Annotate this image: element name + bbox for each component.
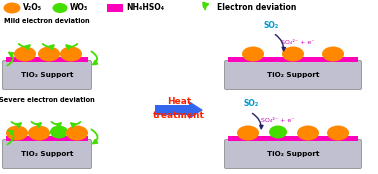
Bar xyxy=(228,136,358,141)
Text: NH₄HSO₄: NH₄HSO₄ xyxy=(126,3,164,13)
Ellipse shape xyxy=(237,125,259,140)
Ellipse shape xyxy=(3,2,20,14)
Text: Electron deviation: Electron deviation xyxy=(217,3,296,13)
Text: V₂O₅: V₂O₅ xyxy=(23,3,42,13)
Ellipse shape xyxy=(28,125,50,140)
Bar xyxy=(6,57,88,62)
FancyBboxPatch shape xyxy=(225,61,361,89)
Bar xyxy=(6,136,88,141)
Text: SO₂: SO₂ xyxy=(263,22,279,30)
Ellipse shape xyxy=(327,125,349,140)
Text: TiO₂ Support: TiO₂ Support xyxy=(21,72,73,78)
Ellipse shape xyxy=(6,125,28,140)
Ellipse shape xyxy=(297,125,319,140)
Ellipse shape xyxy=(14,46,36,61)
Text: TiO₂ Support: TiO₂ Support xyxy=(267,72,319,78)
Ellipse shape xyxy=(53,3,68,13)
Bar xyxy=(228,57,358,62)
Ellipse shape xyxy=(38,46,60,61)
Ellipse shape xyxy=(269,125,287,139)
Text: WO₃: WO₃ xyxy=(70,3,88,13)
Text: Heat: Heat xyxy=(167,97,191,106)
Ellipse shape xyxy=(242,46,264,61)
FancyBboxPatch shape xyxy=(3,61,91,89)
Bar xyxy=(107,4,123,12)
Ellipse shape xyxy=(66,125,88,140)
Text: treatment: treatment xyxy=(153,110,205,120)
Text: SO₄²⁻ + e⁻: SO₄²⁻ + e⁻ xyxy=(261,117,295,122)
FancyBboxPatch shape xyxy=(3,140,91,168)
Text: TiO₂ Support: TiO₂ Support xyxy=(267,151,319,157)
Text: SO₄²⁻ + e⁻: SO₄²⁻ + e⁻ xyxy=(281,39,315,45)
Text: TiO₂ Support: TiO₂ Support xyxy=(21,151,73,157)
Text: Severe electron deviation: Severe electron deviation xyxy=(0,97,95,103)
Ellipse shape xyxy=(60,46,82,61)
Ellipse shape xyxy=(322,46,344,61)
Text: SO₂: SO₂ xyxy=(243,100,259,109)
Ellipse shape xyxy=(50,125,68,139)
FancyBboxPatch shape xyxy=(225,140,361,168)
Ellipse shape xyxy=(282,46,304,61)
Text: Mild electron deviation: Mild electron deviation xyxy=(4,18,90,24)
FancyArrow shape xyxy=(155,101,203,119)
